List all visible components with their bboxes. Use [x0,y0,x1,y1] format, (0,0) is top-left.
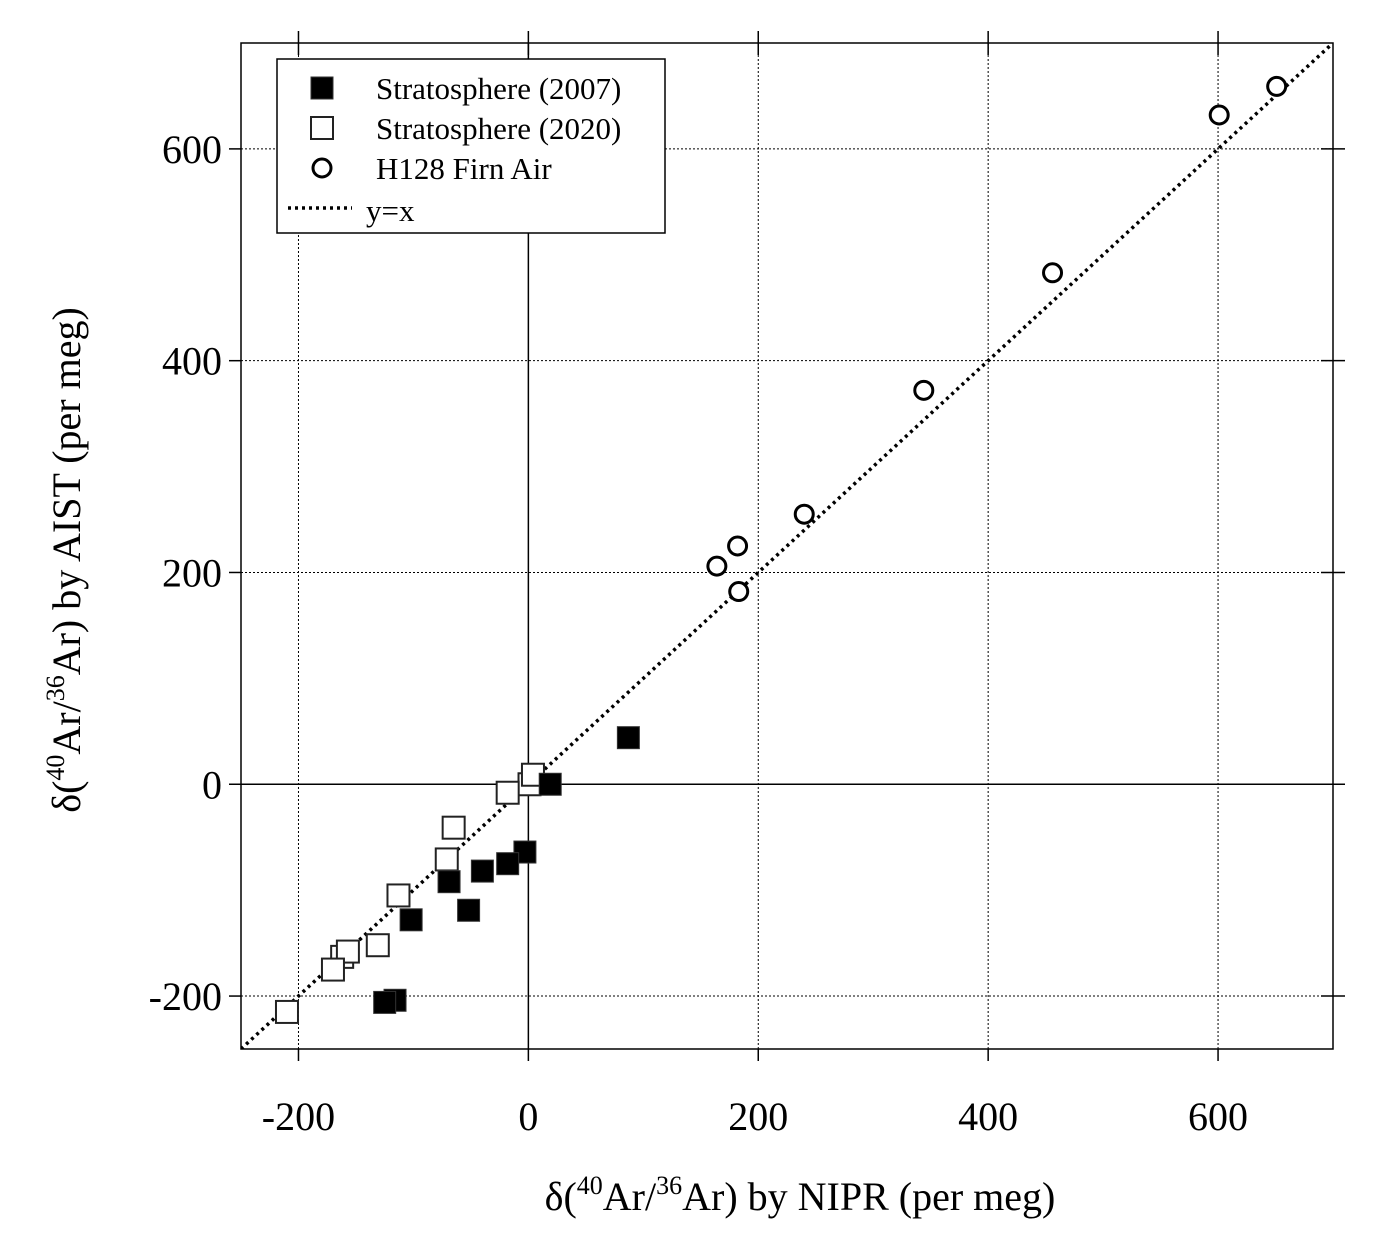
data-point-filled-square [538,772,562,796]
y-tick-label: 200 [162,550,222,595]
data-point-filled-square [513,840,537,864]
x-tick-label: 200 [728,1094,788,1139]
data-point-open-square [365,933,390,958]
legend-label: y=x [366,193,415,228]
data-point-open-circle [913,379,935,401]
data-point-open-circle [1208,104,1230,126]
data-point-open-square [441,815,466,840]
data-point-open-square [320,957,345,982]
data-point-open-circle [727,535,749,557]
data-point-open-circle [793,503,815,525]
data-point-open-circle [728,581,750,603]
data-point-filled-square [470,859,494,883]
x-axis-label: δ(40Ar/36Ar) by NIPR (per meg) [545,1171,1056,1219]
data-point-open-square [274,999,299,1024]
y-tick-label: 0 [202,762,222,807]
legend-box [276,58,666,234]
data-point-open-square [335,939,360,964]
legend-open-circle-icon [311,157,333,179]
data-point-filled-square [496,852,520,876]
legend-open-square-icon [310,116,334,140]
x-tick-label: -200 [262,1094,335,1139]
data-point-filled-square [399,908,423,932]
data-point-open-circle [1266,75,1288,97]
y-tick-label: 400 [162,339,222,384]
plot-frame [240,42,1334,1050]
legend-filled-square-icon [310,76,334,100]
y-equals-x-line [241,43,1333,1049]
data-point-open-circle [1042,262,1064,284]
y-tick-label: -200 [149,974,222,1019]
legend: Stratosphere (2007) Stratosphere (2020) H1… [276,58,666,234]
data-point-filled-square [457,898,481,922]
x-tick-label: 0 [518,1094,538,1139]
legend-label: H128 Firn Air [376,151,552,186]
legend-label: Stratosphere (2020) [376,111,621,146]
data-point-open-square [434,847,459,872]
data-point-open-circle [706,555,728,577]
x-tick-label: 600 [1188,1094,1248,1139]
plot-area [241,43,1333,1049]
x-tick-label: 400 [958,1094,1018,1139]
data-point-filled-square [616,726,640,750]
y-axis-label: δ(40Ar/36Ar) by AIST (per meg) [41,307,89,813]
data-point-filled-square [373,990,397,1014]
data-point-filled-square [437,870,461,894]
data-point-open-square [495,780,520,805]
legend-label: Stratosphere (2007) [376,71,621,106]
y-tick-label: 600 [162,127,222,172]
data-point-open-square [386,883,411,908]
